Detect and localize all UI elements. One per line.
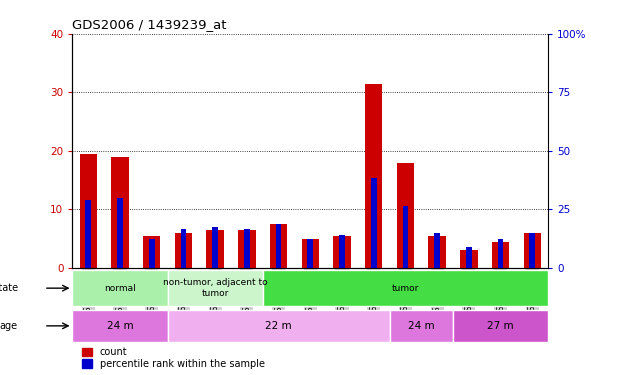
Bar bbox=[403, 206, 408, 268]
FancyBboxPatch shape bbox=[72, 310, 168, 342]
FancyBboxPatch shape bbox=[168, 270, 263, 306]
Bar bbox=[276, 224, 282, 268]
FancyBboxPatch shape bbox=[168, 310, 389, 342]
Bar bbox=[143, 236, 161, 268]
Bar bbox=[212, 227, 218, 268]
Text: GDS2006 / 1439239_at: GDS2006 / 1439239_at bbox=[72, 18, 227, 31]
Bar bbox=[181, 230, 186, 268]
Text: 27 m: 27 m bbox=[487, 321, 514, 331]
Bar bbox=[270, 224, 287, 268]
Text: age: age bbox=[0, 321, 18, 331]
Bar bbox=[428, 236, 446, 268]
Legend: count, percentile rank within the sample: count, percentile rank within the sample bbox=[82, 347, 265, 369]
Bar bbox=[371, 178, 377, 268]
Text: disease state: disease state bbox=[0, 283, 18, 293]
Bar bbox=[207, 230, 224, 268]
Bar bbox=[333, 236, 351, 268]
Bar bbox=[466, 247, 472, 268]
FancyBboxPatch shape bbox=[263, 270, 548, 306]
Bar bbox=[79, 154, 97, 268]
Bar bbox=[492, 242, 509, 268]
Bar bbox=[86, 200, 91, 268]
Bar bbox=[498, 239, 503, 268]
FancyBboxPatch shape bbox=[72, 270, 168, 306]
Text: 24 m: 24 m bbox=[408, 321, 435, 331]
Bar bbox=[339, 235, 345, 268]
Bar bbox=[149, 239, 154, 268]
FancyBboxPatch shape bbox=[453, 310, 548, 342]
Bar bbox=[365, 84, 382, 268]
Bar bbox=[244, 230, 249, 268]
Bar bbox=[434, 233, 440, 268]
Bar bbox=[460, 251, 478, 268]
Text: normal: normal bbox=[104, 284, 136, 292]
Text: 22 m: 22 m bbox=[265, 321, 292, 331]
Bar bbox=[112, 157, 129, 268]
Text: 24 m: 24 m bbox=[106, 321, 134, 331]
Bar bbox=[307, 239, 313, 268]
Text: non-tumor, adjacent to
tumor: non-tumor, adjacent to tumor bbox=[163, 279, 268, 298]
FancyBboxPatch shape bbox=[389, 310, 453, 342]
Bar bbox=[117, 198, 123, 268]
Bar bbox=[524, 233, 541, 268]
Bar bbox=[302, 239, 319, 268]
Bar bbox=[397, 163, 414, 268]
Bar bbox=[529, 233, 535, 268]
Text: tumor: tumor bbox=[392, 284, 419, 292]
Bar bbox=[238, 230, 256, 268]
Bar bbox=[175, 233, 192, 268]
